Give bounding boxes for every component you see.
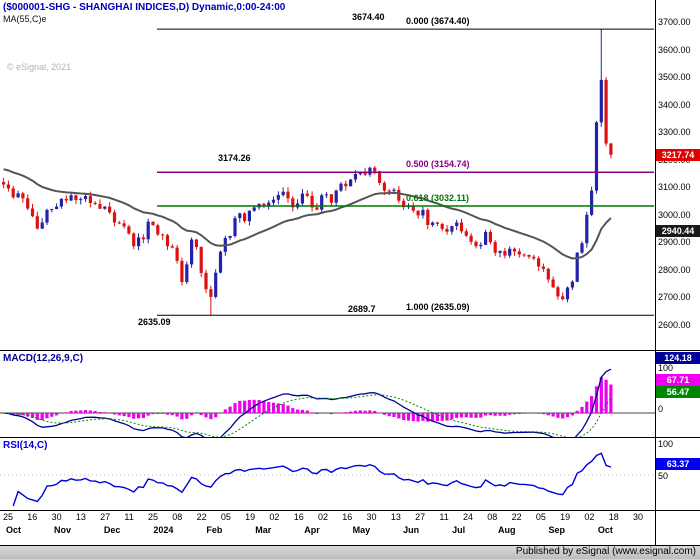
spike-high-price-label: 3674.40 (352, 12, 385, 22)
panel-separator (0, 437, 700, 438)
price-tick-label: 2600.00 (658, 320, 691, 330)
macd-tick-label: 0 (658, 404, 664, 414)
macd-signal-value-badge: 56.47 (656, 386, 700, 398)
x-axis-day-label: 16 (293, 512, 304, 522)
panel-separator (0, 510, 700, 511)
x-axis-day-label: 30 (366, 512, 377, 522)
x-axis-month-label: Oct (6, 525, 22, 535)
x-axis-month-label: Sep (548, 525, 565, 535)
macd-line (3, 368, 612, 437)
price-tick-label: 3000.00 (658, 210, 691, 220)
x-axis-day-label: 13 (390, 512, 401, 522)
x-axis-day-label: 16 (342, 512, 353, 522)
fib-label-0.618: 0.618 (3032.11) (406, 193, 470, 203)
ma-value-badge: 2940.44 (656, 225, 700, 237)
macd-signal-line (3, 394, 612, 437)
x-axis-day-label: 05 (535, 512, 546, 522)
published-by-text: Published by eSignal (www.esignal.com) (515, 546, 696, 557)
price-chart-canvas[interactable] (0, 0, 655, 350)
ma-overlay-label: MA(55,C)e (3, 14, 47, 24)
x-axis-months-row: Oct Nov Dec 2024 Feb Mar Apr May Jun Jul Aug Sep Oct (6, 525, 613, 535)
ma55-line (3, 168, 612, 260)
price-tick-label: 2800.00 (658, 265, 691, 275)
status-bar: Published by eSignal (www.esignal.com) (0, 545, 700, 559)
fib-label-0.000: 0.000 (3674.40) (406, 16, 470, 26)
x-axis-day-label: 08 (487, 512, 498, 522)
price-tick-label: 3500.00 (658, 72, 691, 82)
x-axis-day-label: 08 (172, 512, 183, 522)
sep-low-price-label: 2689.7 (348, 304, 376, 314)
x-axis-day-label: 22 (196, 512, 207, 522)
x-axis-month-label: Dec (103, 525, 121, 535)
x-axis-month-label: Apr (304, 525, 320, 535)
x-axis-day-label: 02 (317, 512, 328, 522)
macd-histogram (2, 377, 613, 422)
rsi-tick-label: 50 (658, 471, 669, 481)
x-axis-day-label: 30 (632, 512, 643, 522)
rsi-line (12, 452, 612, 507)
price-tick-label: 3400.00 (658, 100, 691, 110)
rsi-panel-label: RSI(14,C) (3, 440, 48, 451)
price-tick-label: 2900.00 (658, 237, 691, 247)
may-peak-price-label: 3174.26 (218, 153, 251, 163)
price-tick-label: 3300.00 (658, 127, 691, 137)
x-axis-day-label: 02 (269, 512, 280, 522)
last-price-badge: 3217.74 (656, 149, 700, 161)
price-tick-label: 3600.00 (658, 45, 691, 55)
x-axis-month-label: Nov (53, 525, 71, 535)
x-axis-day-label: 11 (439, 512, 449, 522)
panel-separator (0, 350, 700, 351)
rsi-tick-label: 100 (658, 439, 674, 449)
x-axis-month-label: 2024 (153, 525, 174, 535)
x-axis-day-label: 27 (415, 512, 426, 522)
macd-panel-canvas[interactable] (0, 351, 655, 437)
macd-panel-label: MACD(12,26,9,C) (3, 353, 84, 364)
x-axis-day-label: 19 (245, 512, 256, 522)
x-axis-day-label: 27 (100, 512, 111, 522)
x-axis-day-label: 05 (220, 512, 231, 522)
x-axis-month-label: Mar (255, 525, 272, 535)
x-axis-day-label: 30 (51, 512, 62, 522)
x-axis-month-label: Oct (597, 525, 613, 535)
x-axis-day-label: 13 (75, 512, 86, 522)
x-axis-month-label: Aug (498, 525, 516, 535)
rsi-value-badge: 63.37 (656, 458, 700, 470)
x-axis-day-label: 25 (3, 512, 14, 522)
x-axis-day-label: 25 (148, 512, 159, 522)
price-tick-label: 2700.00 (658, 292, 691, 302)
x-axis-day-label: 11 (124, 512, 134, 522)
price-tick-label: 3700.00 (658, 17, 691, 27)
x-axis-month-label: May (352, 525, 371, 535)
x-axis-day-label: 24 (463, 512, 474, 522)
macd-line-value-badge: 124.18 (656, 352, 700, 364)
price-tick-label: 3100.00 (658, 182, 691, 192)
chart-title: ($000001-SHG - SHANGHAI INDICES,D) Dynam… (3, 2, 286, 13)
x-axis-days-row: 25 16 30 13 27 11 25 08 22 05 19 02 16 02 16 30 13 27 11 24… (3, 512, 643, 522)
x-axis-month-label: Jun (403, 525, 420, 535)
x-axis-month-label: Feb (206, 525, 223, 535)
feb-low-price-label: 2635.09 (138, 317, 171, 327)
esignal-watermark: © eSignal, 2021 (7, 62, 72, 72)
x-axis-day-label: 02 (584, 512, 595, 522)
macd-hist-value-badge: 67.71 (656, 374, 700, 386)
x-axis-month-label: Jul (452, 525, 466, 535)
x-axis-day-label: 19 (560, 512, 571, 522)
macd-tick-label: 100 (658, 363, 674, 373)
fib-label-0.500: 0.500 (3154.74) (406, 159, 470, 169)
x-axis-day-label: 16 (27, 512, 38, 522)
rsi-panel-canvas[interactable] (0, 438, 655, 510)
axis-separator (655, 0, 656, 545)
x-axis-day-label: 22 (511, 512, 522, 522)
x-axis-day-label: 18 (608, 512, 619, 522)
candlestick-series (2, 29, 613, 316)
fib-label-1.000: 1.000 (2635.09) (406, 302, 470, 312)
